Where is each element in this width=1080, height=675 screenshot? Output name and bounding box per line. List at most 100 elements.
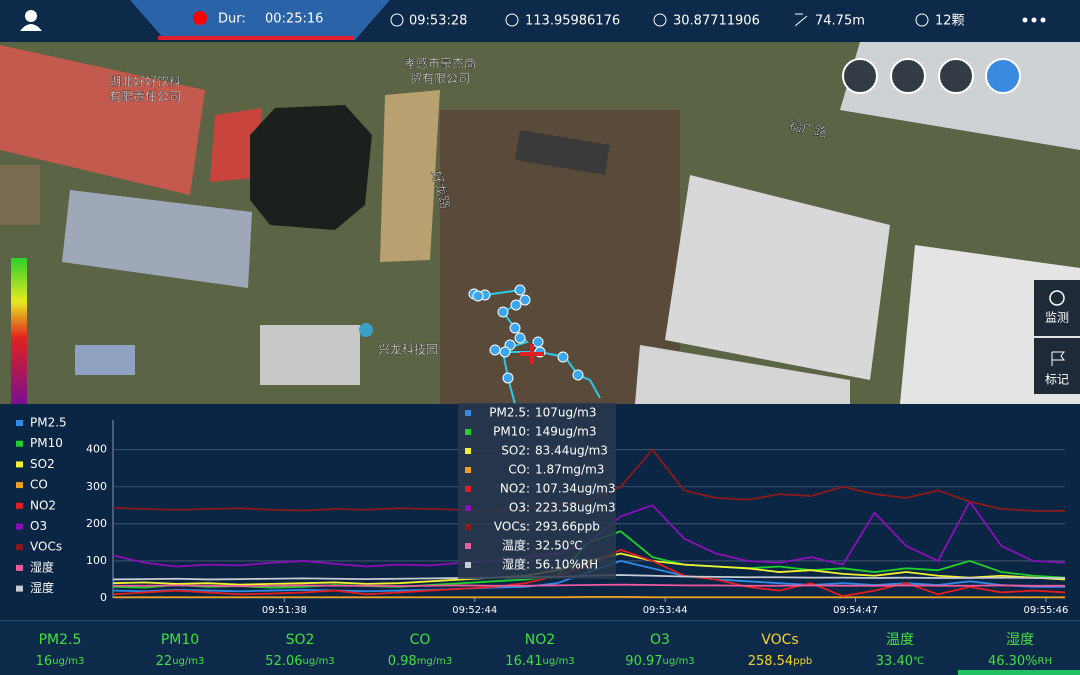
tooltip-value: 149ug/m3 [535,425,597,439]
building [75,345,135,375]
record-dot [193,11,207,25]
reading-unit: ug/m3 [172,656,204,667]
track-button[interactable] [985,58,1021,94]
icon [1051,351,1065,366]
duration-tab [130,0,390,40]
reading-value: 22ug/m3 [156,654,205,669]
readings-bar [0,620,1080,675]
divider [0,620,1080,621]
reading-value: 16.41ug/m3 [505,654,574,669]
duration-label: Dur: [218,12,246,27]
tooltip-label: O3: [509,501,530,515]
reading-name: CO [410,632,431,648]
tooltip-swatch [465,448,471,454]
legend-label: NO2 [30,498,56,512]
tooltip-label: VOCs: [494,520,530,534]
clock-icon [390,13,404,27]
reading-value: 0.98mg/m3 [388,654,453,669]
reading-value: 90.97ug/m3 [625,654,694,669]
tooltip-swatch [465,562,471,568]
roof [665,175,890,380]
roof [62,190,252,288]
duration: 00:25:16 [265,12,323,27]
tooltip-value: 293.66ppb [535,520,600,534]
sat-icon [915,13,929,27]
legend-label: 湿度 [30,559,54,574]
tooltip-value: 83.44ug/m3 [535,444,608,458]
reading-name: 温度 [886,632,914,648]
reading-name: VOCs [761,632,798,648]
y-tick-label: 100 [86,554,107,567]
more-button[interactable] [1022,17,1046,23]
legend-label: SO2 [30,457,55,471]
reading-name: PM10 [161,632,199,648]
reading-unit: ug/m3 [303,656,335,667]
reading-value: 52.06ug/m3 [265,654,334,669]
legend-swatch [16,523,23,530]
reading-number: 90.97 [625,654,662,669]
x-tick-label: 09:55:46 [1023,605,1068,616]
altitude: 74.75m [815,14,865,29]
tooltip-value: 56.10%RH [535,558,598,572]
lat-icon [653,13,667,27]
reading-name: SO2 [286,632,315,648]
side-button-label: 监测 [1045,311,1069,325]
layer-button[interactable] [890,58,926,94]
reading-number: 52.06 [265,654,302,669]
legend-swatch [16,420,23,426]
reading-unit: ug/m3 [663,656,695,667]
legend-swatch [16,502,23,509]
legend-swatch [16,564,23,571]
map-label: 贸有限公司 [410,72,470,86]
reading-unit: RH [1038,656,1052,667]
legend-swatch [16,461,23,468]
drone-marker [520,344,544,364]
reading-unit: ug/m3 [52,656,84,667]
tooltip-value: 32.50℃ [535,539,583,553]
legend-label: VOCs [30,540,62,554]
yard [380,90,440,262]
tooltip [458,403,616,579]
selected-indicator [958,670,1080,675]
y-tick-label: 300 [86,480,107,493]
building [515,130,610,175]
reading-number: 258.54 [748,654,794,669]
tooltip-label: PM2.5: [489,406,530,420]
user-icon[interactable] [25,10,37,22]
tooltip-swatch [465,543,471,549]
tooltip-value: 107ug/m3 [535,406,597,420]
monitor-button[interactable] [1034,280,1080,336]
mark-button[interactable] [1034,338,1080,394]
lng-icon [505,13,519,27]
side-button-label: 标记 [1045,373,1069,387]
roof [210,108,262,182]
legend-swatch [16,440,23,447]
tooltip-label: PM10: [493,425,530,439]
map-label: 有限责任公司 [109,90,181,104]
user-icon [20,24,42,31]
legend-label: O3 [30,519,47,533]
duration-underline [158,36,354,40]
latitude: 30.87711906 [673,14,760,29]
building [260,325,360,385]
reading-name: PM2.5 [39,632,82,648]
status-bar: Dur: 00:25:16 09:53:28 113.95986176 30.8… [0,0,1080,42]
x-tick-label: 09:51:38 [262,605,307,616]
pond [250,105,372,230]
camera-button[interactable] [842,58,878,94]
map-label: 湖北好好饮料 [109,74,181,89]
longitude: 113.95986176 [525,14,620,29]
location-button[interactable] [938,58,974,94]
tooltip-value: 223.58ug/m3 [535,501,616,515]
reading-number: 0.98 [388,654,417,669]
reading-name: NO2 [525,632,555,648]
legend-label: PM2.5 [30,416,67,430]
reading-name: O3 [650,632,670,648]
map-tools [842,58,1080,394]
legend-label: PM10 [30,436,63,450]
reading-value: 33.40℃ [876,654,924,669]
tooltip-value: 107.34ug/m3 [535,482,616,496]
reading-unit: ppb [793,656,812,667]
poi-icon [359,323,373,337]
